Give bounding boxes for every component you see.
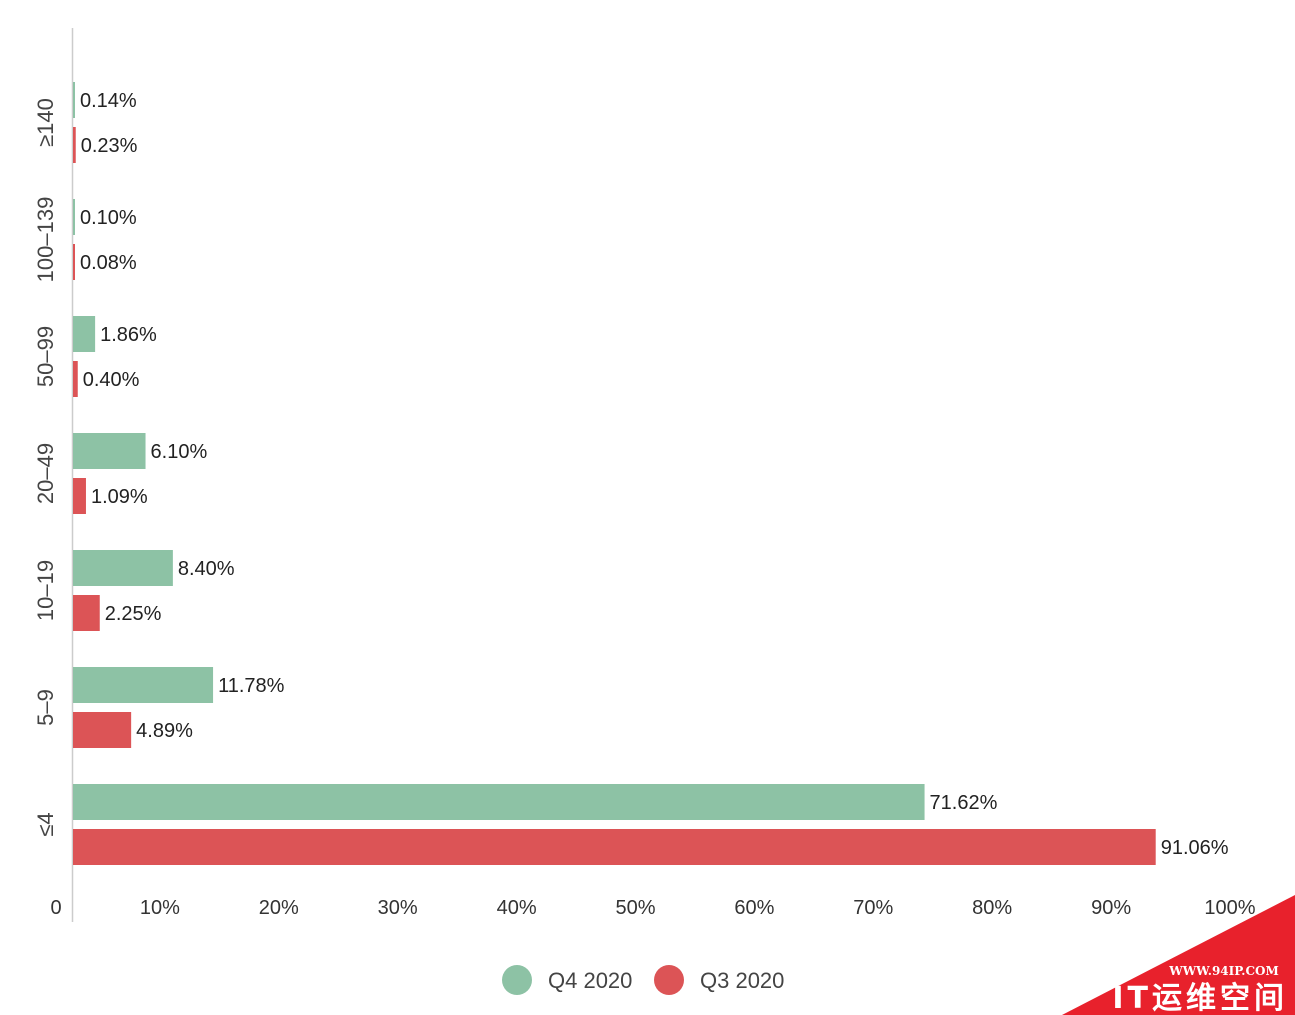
category-labels-layer: ≥140 100–139 50–99 20–49 10–19 5–9 ≤4 — [33, 98, 58, 837]
watermark: WWW.94IP.COM IT运维空间 — [1062, 895, 1295, 1015]
legend-marker — [502, 965, 532, 995]
category-label: 20–49 — [33, 443, 58, 504]
bar-value-label: 1.86% — [100, 324, 157, 346]
bar-value-label: 0.10% — [80, 207, 137, 229]
bar — [73, 127, 76, 163]
legend-marker — [654, 965, 684, 995]
watermark-triangle — [1062, 895, 1295, 1015]
bar-value-label: 4.89% — [136, 720, 193, 742]
bar — [73, 244, 75, 280]
bar-value-label: 0.40% — [83, 369, 140, 391]
category-label: ≤4 — [33, 812, 58, 836]
x-tick-label: 40% — [497, 897, 537, 919]
bar — [73, 595, 100, 631]
bar — [73, 667, 214, 703]
legend-label: Q3 2020 — [700, 968, 784, 993]
bar — [73, 82, 75, 118]
bar — [73, 199, 75, 235]
bar-value-label: 0.08% — [80, 252, 137, 274]
x-tick-label: 20% — [259, 897, 299, 919]
legend-label: Q4 2020 — [548, 968, 632, 993]
x-tick-label: 30% — [378, 897, 418, 919]
category-label: 10–19 — [33, 560, 58, 621]
category-label: 50–99 — [33, 326, 58, 387]
bar — [73, 361, 78, 397]
watermark-brand: IT运维空间 — [1112, 981, 1288, 1015]
legend: Q4 2020 Q3 2020 — [502, 965, 784, 995]
bar-value-label: 71.62% — [930, 792, 998, 814]
value-labels-layer: 0.14% 0.23% 0.10% 0.08% 1.86% 0.40% 6.10% 1.09%… — [80, 90, 1229, 859]
bar-value-label: 0.23% — [81, 135, 138, 157]
category-label: 100–139 — [33, 197, 58, 283]
bar — [73, 550, 173, 586]
bar-value-label: 8.40% — [178, 558, 235, 580]
category-label: ≥140 — [33, 98, 58, 147]
bar-value-label: 0.14% — [80, 90, 137, 112]
bar-value-label: 1.09% — [91, 486, 148, 508]
x-tick-label: 0 — [50, 897, 61, 919]
x-tick-label: 100% — [1204, 897, 1255, 919]
x-tick-label: 90% — [1091, 897, 1131, 919]
bar — [73, 478, 86, 514]
bar-value-label: 6.10% — [151, 441, 208, 463]
bar — [73, 433, 146, 469]
watermark-url: WWW.94IP.COM — [1168, 964, 1279, 978]
x-tick-label: 70% — [853, 897, 893, 919]
x-tick-label: 10% — [140, 897, 180, 919]
bar — [73, 712, 132, 748]
bar — [73, 784, 925, 820]
x-tick-label: 80% — [972, 897, 1012, 919]
category-label: 5–9 — [33, 689, 58, 726]
x-tick-labels-layer: 0 10% 20% 30% 40% 50% 60% 70% 80% 90% 100% — [50, 897, 1255, 919]
bar — [73, 829, 1156, 865]
bars-layer — [73, 82, 1156, 865]
x-tick-label: 60% — [734, 897, 774, 919]
bar — [73, 316, 96, 352]
bar-value-label: 91.06% — [1161, 837, 1229, 859]
bar-value-label: 11.78% — [218, 675, 285, 697]
x-tick-label: 50% — [615, 897, 655, 919]
bar-value-label: 2.25% — [105, 603, 162, 625]
